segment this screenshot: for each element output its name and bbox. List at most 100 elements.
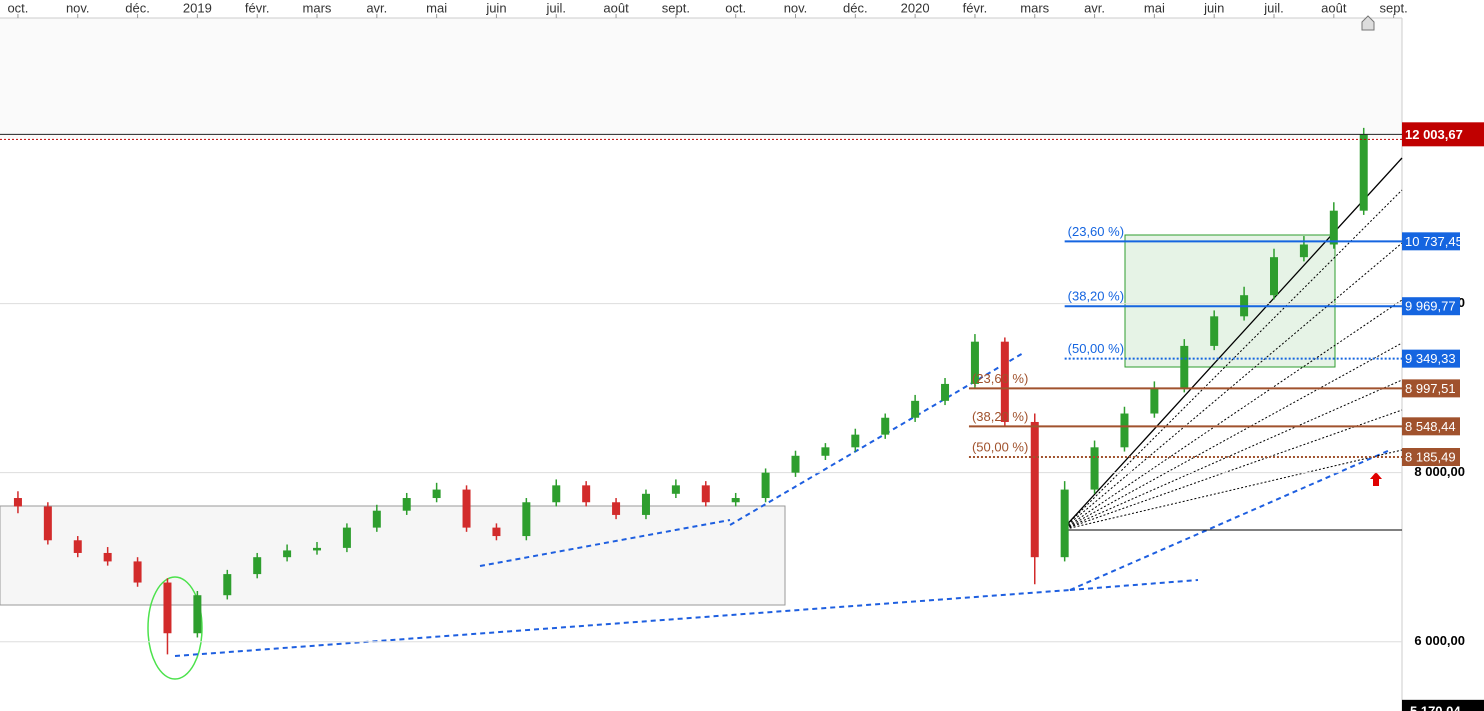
plot-shade xyxy=(0,18,1402,138)
candle-body xyxy=(641,493,650,515)
level-price-box xyxy=(1402,349,1460,368)
x-tick-label: oct. xyxy=(7,0,28,15)
level-price-box xyxy=(1402,297,1460,316)
level-price-label: 9 969,77 xyxy=(1405,299,1456,314)
candle-body xyxy=(1000,341,1009,422)
level-price-label: 8 185,49 xyxy=(1405,449,1456,464)
x-tick-label: févr. xyxy=(245,0,270,15)
candle-body xyxy=(1299,244,1308,258)
candle-body xyxy=(283,550,292,558)
x-tick-label: oct. xyxy=(725,0,746,15)
level-price-label: 8 548,44 xyxy=(1405,419,1456,434)
bottom-price-label: 5 170,04 xyxy=(1410,703,1461,711)
range-box xyxy=(0,505,786,606)
x-tick-label: août xyxy=(1321,0,1347,15)
candle-body xyxy=(1180,345,1189,389)
level-price-label: 9 349,33 xyxy=(1405,351,1456,366)
candle-body xyxy=(462,489,471,528)
level-price-box xyxy=(1402,417,1460,436)
level-fib-label: (50,00 %) xyxy=(972,439,1028,454)
level-fib-label: (38,20 %) xyxy=(972,409,1028,424)
level-fib-label: (50,00 %) xyxy=(1068,341,1124,356)
x-tick-label: mars xyxy=(303,0,332,15)
candle-body xyxy=(193,595,202,634)
level-price-box xyxy=(1402,232,1460,251)
candle-body xyxy=(1210,316,1219,346)
x-tick-label: nov. xyxy=(66,0,90,15)
y-tick-label: 8 000,00 xyxy=(1414,464,1465,479)
x-tick-label: juil. xyxy=(1263,0,1284,15)
candle-body xyxy=(492,527,501,537)
candle-body xyxy=(1090,447,1099,490)
level-price-box xyxy=(1402,379,1460,398)
x-tick-label: avr. xyxy=(366,0,387,15)
candle-body xyxy=(791,455,800,473)
last-price-box xyxy=(1402,122,1484,147)
candle-body xyxy=(761,472,770,499)
candle-body xyxy=(612,502,621,515)
candle-body xyxy=(133,561,142,583)
x-tick-label: mai xyxy=(1144,0,1165,15)
candle-body xyxy=(1060,489,1069,558)
candle-body xyxy=(342,527,351,548)
level-fib-label: (23,60 %) xyxy=(972,371,1028,386)
x-tick-label: mai xyxy=(426,0,447,15)
x-tick-label: juin xyxy=(485,0,506,15)
trendlines xyxy=(174,351,1391,657)
candle-body xyxy=(163,582,172,634)
candle-body xyxy=(13,498,22,507)
x-tick-label: 2020 xyxy=(901,0,930,15)
candle-body xyxy=(1270,257,1279,296)
candle-body xyxy=(432,489,441,499)
last-price-label: 12 003,67 xyxy=(1405,127,1463,142)
y-tick-label: 6 000,00 xyxy=(1414,633,1465,648)
arrow-icon xyxy=(1370,472,1382,486)
gann-fan xyxy=(1061,157,1403,531)
candle-body xyxy=(522,502,531,537)
candle-body xyxy=(701,485,710,503)
level-fib-label: (38,20 %) xyxy=(1068,289,1124,304)
x-tick-label: août xyxy=(603,0,629,15)
candle-body xyxy=(671,485,680,494)
candle-body xyxy=(970,341,979,384)
level-price-label: 10 737,45 xyxy=(1405,234,1463,249)
x-tick-label: avr. xyxy=(1084,0,1105,15)
candle-body xyxy=(552,485,561,503)
highlight-ellipse xyxy=(147,576,203,680)
candle-body xyxy=(911,400,920,418)
x-tick-label: sept. xyxy=(1380,0,1408,15)
candle-body xyxy=(313,547,322,551)
candle-body xyxy=(253,557,262,575)
candle-body xyxy=(582,485,591,503)
bottom-price-box xyxy=(1402,699,1484,711)
x-tick-label: mars xyxy=(1020,0,1049,15)
candle-body xyxy=(372,510,381,528)
level-price-box xyxy=(1402,447,1460,466)
home-icon[interactable] xyxy=(1361,15,1375,31)
candle-body xyxy=(223,574,232,596)
x-tick-label: déc. xyxy=(125,0,150,15)
candle-body xyxy=(1120,413,1129,448)
candle-body xyxy=(881,417,890,435)
candle-body xyxy=(1359,134,1368,211)
level-fib-label: (23,60 %) xyxy=(1068,224,1124,239)
candle-body xyxy=(73,540,82,553)
x-tick-label: déc. xyxy=(843,0,868,15)
candle-body xyxy=(941,383,950,401)
candle-body xyxy=(731,498,740,503)
candle-body xyxy=(103,552,112,562)
x-tick-label: 2019 xyxy=(183,0,212,15)
candle-body xyxy=(1150,388,1159,414)
x-tick-label: nov. xyxy=(784,0,808,15)
candle-body xyxy=(43,506,52,541)
candle-body xyxy=(1030,421,1039,558)
candle-body xyxy=(402,498,411,511)
x-tick-label: sept. xyxy=(662,0,690,15)
candle-body xyxy=(851,434,860,448)
candle-body xyxy=(1329,210,1338,245)
x-tick-label: févr. xyxy=(963,0,988,15)
level-price-label: 8 997,51 xyxy=(1405,381,1456,396)
x-tick-label: juil. xyxy=(545,0,566,15)
